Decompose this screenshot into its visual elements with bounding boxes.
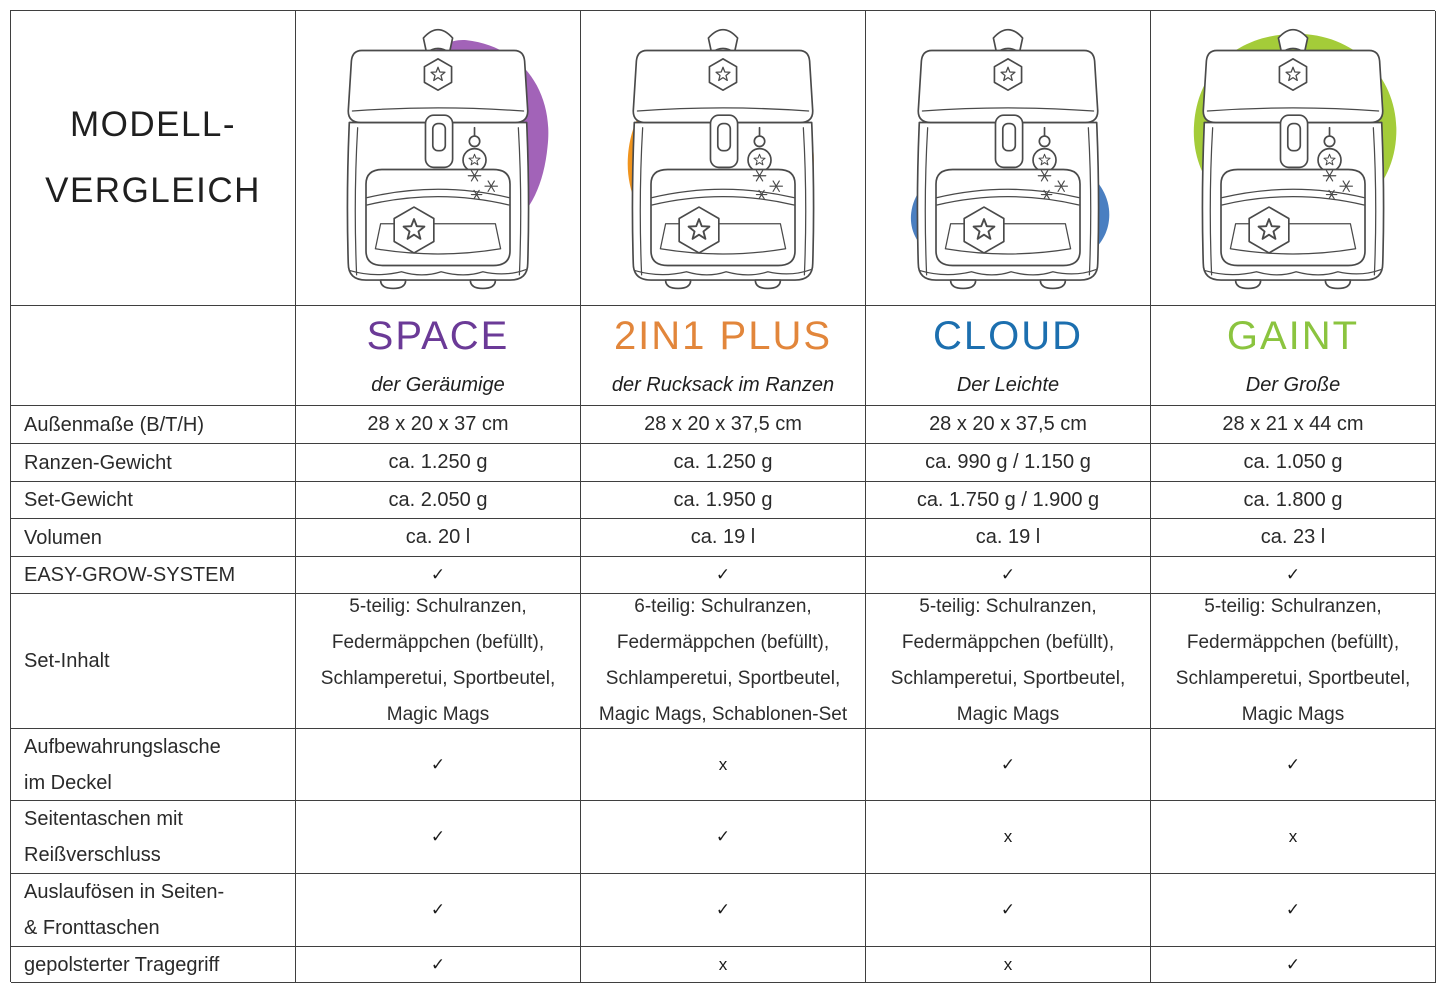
spec-value-volume-space: ca. 20 l [296,519,581,557]
spec-label-drain-eyelets: Auslaufösen in Seiten- & Fronttaschen [11,874,296,947]
empty-header-cell [11,306,296,406]
feature-mark-drain-eyelets-cloud: ✓ [866,874,1151,947]
spec-value-volume-cloud: ca. 19 l [866,519,1151,557]
model-tagline-cloud: Der Leichte [956,374,1060,396]
spec-label-ranzen-weight: Ranzen-Gewicht [11,444,296,482]
feature-mark-padded-handle-cloud: x [866,947,1151,983]
model-illustration-cell-space [296,11,581,306]
check-mark-easy-grow-space: ✓ [296,557,581,594]
spec-value-set-content-gaint: 5-teilig: Schulranzen, Federmäppchen (be… [1151,594,1436,729]
feature-mark-storage-flap-cloud: ✓ [866,729,1151,801]
model-header-cloud: CLOUD Der Leichte [866,306,1151,406]
model-comparison-table: MODELL- VERGLEICH SPACE der Geräumige 2I… [10,10,1436,983]
spec-value-dimensions-gaint: 28 x 21 x 44 cm [1151,406,1436,444]
model-name-2in1-plus: 2IN1 PLUS [613,314,833,358]
feature-mark-drain-eyelets-space: ✓ [296,874,581,947]
model-name-cloud: CLOUD [932,314,1084,358]
spec-label-dimensions: Außenmaße (B/T/H) [11,406,296,444]
check-mark-easy-grow-cloud: ✓ [866,557,1151,594]
spec-value-set-weight-cloud: ca. 1.750 g / 1.900 g [866,482,1151,519]
spec-value-set-content-cloud: 5-teilig: Schulranzen, Federmäppchen (be… [866,594,1151,729]
spec-value-ranzen-weight-space: ca. 1.250 g [296,444,581,482]
feature-mark-padded-handle-space: ✓ [296,947,581,983]
spec-label-set-weight: Set-Gewicht [11,482,296,519]
spec-value-dimensions-space: 28 x 20 x 37 cm [296,406,581,444]
spec-label-set-content: Set-Inhalt [11,594,296,729]
feature-mark-padded-handle-gaint: ✓ [1151,947,1436,983]
spec-value-set-weight-space: ca. 2.050 g [296,482,581,519]
feature-mark-padded-handle-2in1-plus: x [581,947,866,983]
page-title-line1: MODELL- [69,105,237,144]
spec-label-padded-handle: gepolsterter Tragegriff [11,947,296,983]
feature-mark-side-pockets-space: ✓ [296,801,581,874]
spec-value-dimensions-2in1-plus: 28 x 20 x 37,5 cm [581,406,866,444]
spec-value-ranzen-weight-cloud: ca. 990 g / 1.150 g [866,444,1151,482]
spec-value-dimensions-cloud: 28 x 20 x 37,5 cm [866,406,1151,444]
feature-mark-drain-eyelets-2in1-plus: ✓ [581,874,866,947]
model-header-2in1-plus: 2IN1 PLUS der Rucksack im Ranzen [581,306,866,406]
check-mark-easy-grow-2in1-plus: ✓ [581,557,866,594]
backpack-illustration-cloud [910,17,1110,299]
spec-value-volume-gaint: ca. 23 l [1151,519,1436,557]
feature-mark-side-pockets-gaint: x [1151,801,1436,874]
spec-label-side-pockets: Seitentaschen mit Reißverschluss [11,801,296,874]
model-header-gaint: GAINT Der Große [1151,306,1436,406]
spec-label-easy-grow: EASY-GROW-SYSTEM [11,557,296,594]
model-illustration-cell-gaint [1151,11,1436,306]
model-illustration-cell-cloud [866,11,1151,306]
feature-mark-storage-flap-space: ✓ [296,729,581,801]
spec-value-set-weight-2in1-plus: ca. 1.950 g [581,482,866,519]
spec-value-ranzen-weight-gaint: ca. 1.050 g [1151,444,1436,482]
spec-value-set-weight-gaint: ca. 1.800 g [1151,482,1436,519]
backpack-illustration-space [318,17,549,299]
model-name-space: SPACE [366,314,510,358]
model-tagline-space: der Geräumige [371,374,505,396]
spec-label-volume: Volumen [11,519,296,557]
feature-mark-side-pockets-2in1-plus: ✓ [581,801,866,874]
feature-mark-drain-eyelets-gaint: ✓ [1151,874,1436,947]
check-mark-easy-grow-gaint: ✓ [1151,557,1436,594]
model-tagline-2in1-plus: der Rucksack im Ranzen [611,374,835,396]
feature-mark-storage-flap-2in1-plus: x [581,729,866,801]
page-title: MODELL- VERGLEICH [11,11,296,306]
feature-mark-storage-flap-gaint: ✓ [1151,729,1436,801]
spec-value-set-content-space: 5-teilig: Schulranzen, Federmäppchen (be… [296,594,581,729]
model-header-space: SPACE der Geräumige [296,306,581,406]
model-tagline-gaint: Der Große [1245,374,1341,396]
spec-value-set-content-2in1-plus: 6-teilig: Schulranzen, Federmäppchen (be… [581,594,866,729]
spec-value-volume-2in1-plus: ca. 19 l [581,519,866,557]
model-name-gaint: GAINT [1226,314,1360,358]
page-title-line2: VERGLEICH [45,171,261,210]
backpack-illustration-2in1-plus [627,17,843,299]
spec-value-ranzen-weight-2in1-plus: ca. 1.250 g [581,444,866,482]
backpack-illustration-gaint [1193,17,1397,299]
model-illustration-cell-2in1-plus [581,11,866,306]
spec-label-storage-flap: Aufbewahrungslasche im Deckel [11,729,296,801]
feature-mark-side-pockets-cloud: x [866,801,1151,874]
